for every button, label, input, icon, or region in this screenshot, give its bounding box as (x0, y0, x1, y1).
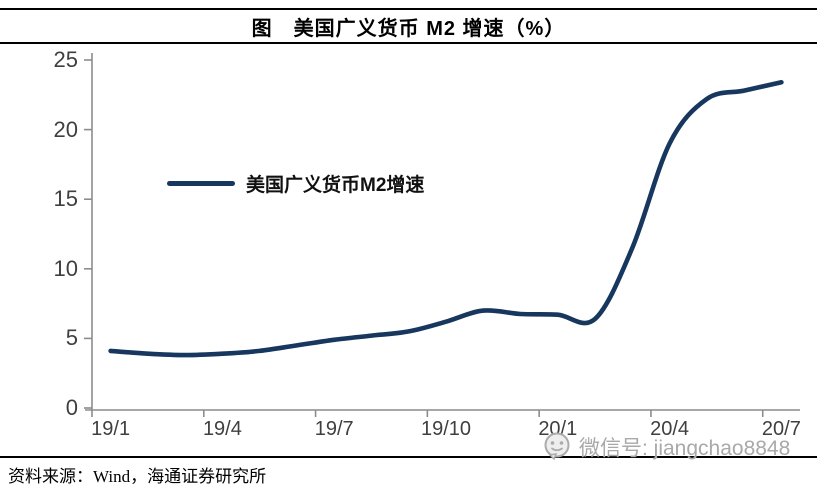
bottom-divider (0, 456, 817, 458)
data-source: 资料来源：Wind，海通证券研究所 (8, 467, 267, 486)
x-axis-tick-label: 20/7 (761, 418, 801, 440)
y-axis-tick-label: 10 (53, 255, 78, 281)
y-axis-tick-label: 0 (65, 395, 78, 420)
watermark: 微信号: jiangchao8848 (542, 431, 790, 463)
top-divider (0, 8, 817, 10)
chart-area: 美国广义货币M2增速 0 5 10 15 20 25 19/1 19/4 19/7 19/10 20… (0, 44, 817, 456)
plot-canvas (84, 53, 800, 417)
y-axis-tick-label: 5 (65, 325, 78, 351)
title-divider (0, 42, 817, 44)
legend: 美国广义货币M2增速 (167, 170, 424, 197)
page-title: 图 美国广义货币 M2 增速（%） (251, 18, 566, 40)
m2-growth-series-line (108, 80, 784, 358)
y-axis-tick-label: 20 (53, 116, 78, 142)
watermark-text: 微信号: jiangchao8848 (579, 437, 791, 460)
x-axis-tick-label: 19/7 (314, 418, 354, 440)
x-axis-tick-label: 19/10 (420, 418, 472, 440)
x-axis-tick-label: 20/4 (650, 418, 690, 440)
x-axis-tick-label: 19/1 (91, 418, 131, 440)
y-axis-tick-label: 25 (53, 47, 78, 72)
legend-series-label: 美国广义货币M2增速 (246, 175, 425, 196)
x-axis-tick-label: 20/1 (538, 418, 578, 440)
x-axis-tick-label: 19/4 (202, 418, 242, 440)
y-axis-tick-label: 15 (53, 186, 78, 212)
wechat-icon (544, 432, 570, 461)
legend-line-swatch (167, 181, 235, 186)
